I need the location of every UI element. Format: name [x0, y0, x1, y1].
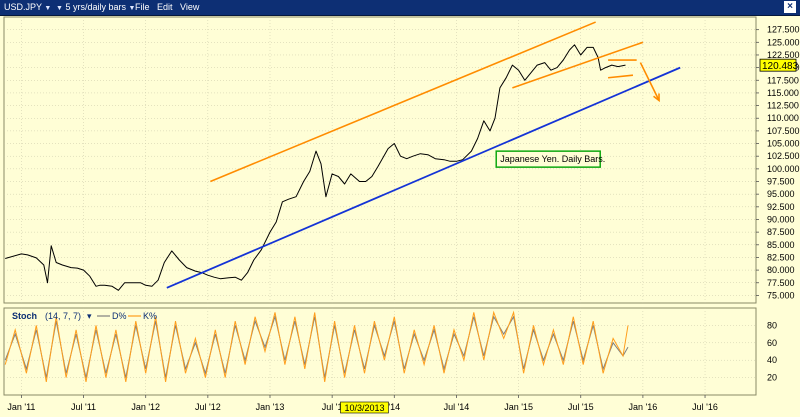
x-tick-label: Jul '15: [568, 402, 594, 412]
price-line: [5, 44, 626, 291]
price-tick-label: 110.000: [767, 113, 799, 123]
symbol-label: USD.JPY: [4, 2, 42, 12]
price-axis: 75.000 77.500 80.000 82.500 85.000 87.500 90.0…: [756, 25, 800, 300]
price-tick-label: 82.500: [767, 252, 795, 262]
trendline-lower-trend: [166, 66, 681, 289]
stochastic-panel: 20 40 60 80 Stoch (14, 7, 7) ▾ D% K%: [3, 307, 777, 396]
current-price-badge: 120.483: [759, 58, 799, 72]
price-tick-label: 85.000: [767, 240, 795, 250]
stoch-tick-label: 40: [767, 355, 777, 365]
stoch-axis: 20 40 60 80: [767, 320, 777, 382]
stoch-tick-label: 20: [767, 373, 777, 383]
chevron-down-icon: ▼: [128, 5, 136, 12]
menu-file-label: File: [135, 2, 150, 12]
period-dropdown[interactable]: ▼ 5 yrs/daily bars ▼: [56, 1, 135, 13]
trendlines: [166, 21, 681, 289]
stoch-series: [4, 310, 629, 382]
x-tick-label: Jul '12: [195, 402, 221, 412]
arrow-head-icon: [653, 93, 660, 103]
close-glyph: ×: [787, 1, 793, 12]
menu-view[interactable]: View: [180, 1, 199, 13]
stoch-params-caret: ▾: [87, 311, 92, 321]
annotation-text: Japanese Yen. Daily Bars.: [500, 154, 605, 164]
x-tick-label: Jul '14: [444, 402, 470, 412]
stoch-tick-label: 60: [767, 338, 777, 348]
legend-k-label: K%: [143, 311, 157, 321]
chevron-down-icon: ▼: [44, 5, 52, 12]
price-tick-label: 122.500: [767, 50, 800, 60]
toolbar: USD.JPY ▼ ▼ 5 yrs/daily bars ▼ File Edit…: [0, 0, 800, 16]
menu-edit[interactable]: Edit: [157, 1, 173, 13]
current-price-bg: [759, 58, 797, 72]
price-tick-label: 92.500: [767, 202, 795, 212]
price-tick-label: 112.500: [767, 101, 799, 111]
menu-view-label: View: [180, 2, 200, 12]
price-tick-label: 90.000: [767, 214, 795, 224]
annotation-border: [495, 150, 601, 168]
x-tick-label: Jan '16: [629, 402, 658, 412]
price-panel-border: [3, 16, 757, 304]
trendline-projection-arrow: [639, 62, 660, 101]
stoch-title: Stoch: [12, 311, 37, 321]
x-tick-label: Jan '11: [7, 402, 35, 412]
x-tick-label: Jul '11: [71, 402, 96, 412]
stoch-legend: Stoch (14, 7, 7) ▾ D% K%: [12, 311, 157, 321]
x-cursor-bg: [340, 401, 389, 414]
price-tick-label: 117.500: [767, 75, 799, 85]
trendline-upper-channel-lower-edge: [512, 41, 644, 89]
x-tick-label: '14: [388, 402, 400, 412]
x-cursor-date: 10/3/2013: [344, 403, 384, 413]
x-tick-label: Jan '15: [504, 402, 533, 412]
stoch-params: (14, 7, 7): [45, 311, 81, 321]
x-tick-label: Jul '16: [692, 402, 718, 412]
price-tick-label: 102.500: [767, 151, 800, 161]
close-icon[interactable]: ×: [784, 1, 796, 13]
x-axis: Jan '11 Jul '11 Jan '12 Jul '12 Jan '13 Jul '…: [7, 395, 718, 412]
x-tick-label: Jan '13: [256, 402, 285, 412]
trendline-upper-channel: [210, 21, 596, 183]
price-tick-label: 75.000: [767, 290, 795, 300]
price-tick-label: 125.000: [767, 37, 800, 47]
price-tick-label: 107.500: [767, 126, 800, 136]
price-tick-label: 80.000: [767, 265, 795, 275]
stoch-tick-label: 80: [767, 320, 777, 330]
price-tick-label: 115.000: [767, 88, 799, 98]
price-tick-label: 95.000: [767, 189, 795, 199]
stoch-panel-border: [3, 307, 757, 396]
chevron-down-icon: ▼: [56, 5, 63, 12]
price-tick-label: 97.500: [767, 177, 795, 187]
price-series: [5, 44, 626, 291]
menu-edit-label: Edit: [157, 2, 173, 12]
price-tick-label: 77.500: [767, 278, 795, 288]
stoch-line-k: [4, 310, 629, 382]
stoch-x-grid: [21, 308, 706, 395]
price-panel: 75.000 77.500 80.000 82.500 85.000 87.500 90.0…: [3, 16, 800, 304]
x-tick-label: Jul '1: [322, 402, 343, 412]
symbol-dropdown[interactable]: USD.JPY ▼: [4, 1, 51, 13]
x-cursor-label: 10/3/2013: [340, 401, 389, 414]
menu-file[interactable]: File: [135, 1, 150, 13]
price-tick-label: 87.500: [767, 227, 795, 237]
price-tick-label: 127.500: [767, 25, 800, 35]
price-tick-label: 100.000: [767, 164, 800, 174]
trendline-flag-bottom: [608, 74, 634, 79]
period-label: 5 yrs/daily bars: [65, 2, 126, 12]
legend-d-label: D%: [112, 311, 127, 321]
annotation-box: Japanese Yen. Daily Bars.: [495, 150, 605, 168]
x-tick-label: Jan '12: [131, 402, 160, 412]
price-tick-label: 105.000: [767, 139, 800, 149]
current-price-label: 120.483: [762, 61, 799, 72]
